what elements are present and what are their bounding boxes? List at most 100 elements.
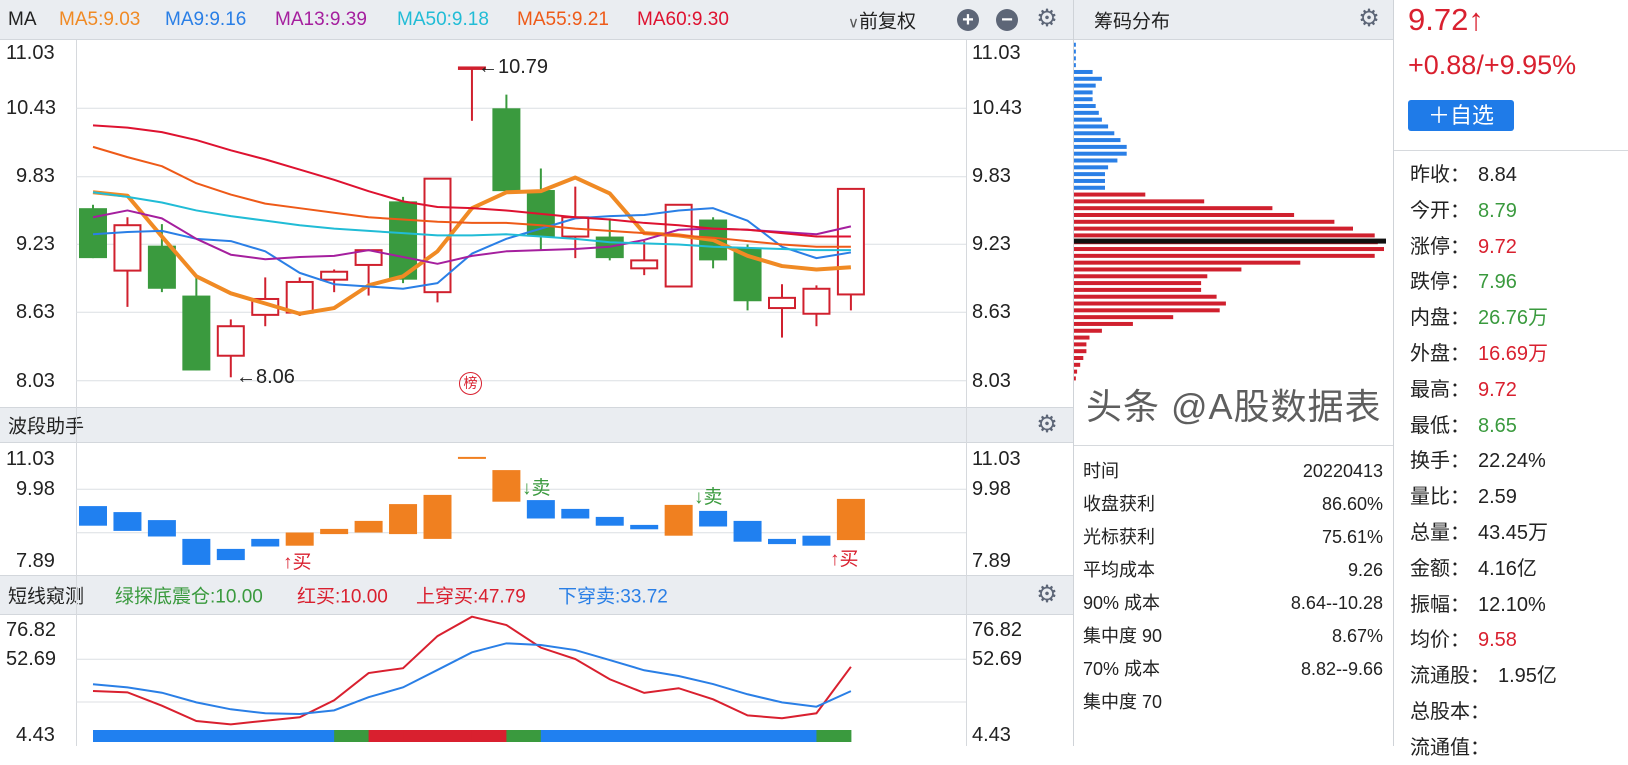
quote-value: 9.72: [1478, 378, 1517, 401]
chip-bar: [1074, 158, 1118, 163]
ma9-legend: MA9:9.16: [165, 8, 247, 30]
chip-bar: [1074, 83, 1096, 88]
buy-signal: ↑买: [830, 549, 859, 570]
state-bar-segment: [747, 730, 783, 742]
watermark: 头条 @A股数据表: [1086, 386, 1382, 427]
quote-value: 8.79: [1478, 199, 1517, 222]
wave-bar: [595, 516, 624, 526]
quote-label: 涨停：: [1410, 235, 1470, 258]
add-watchlist-button[interactable]: ＋自选: [1408, 100, 1514, 131]
quote-row: 昨收： 8.84: [1410, 158, 1517, 192]
chip-bar: [1074, 253, 1375, 258]
state-bar-segment: [230, 730, 266, 742]
chip-bar: [1074, 362, 1081, 367]
state-bar-segment: [403, 730, 438, 742]
quote-value: 9.58: [1478, 629, 1517, 652]
high-price-annotation: ←10.79: [478, 56, 549, 78]
quote-value: 8.84: [1478, 164, 1517, 186]
quote-value: 9.72: [1478, 235, 1517, 258]
gear-icon[interactable]: ⚙: [1036, 581, 1058, 608]
y-tick-right: 7.89: [972, 550, 1011, 572]
quote-label: 昨收：: [1410, 164, 1470, 186]
chip-bar: [1074, 356, 1084, 360]
ma-label: MA: [8, 8, 37, 30]
wave-bar: [492, 470, 521, 502]
candle-body: [836, 187, 865, 296]
wave-bar: [664, 504, 693, 536]
quote-row: 今开： 8.79: [1410, 194, 1517, 228]
quote-row: 振幅： 12.10%: [1410, 588, 1546, 622]
short-line: [92, 615, 852, 726]
adjust-dropdown[interactable]: ∨前复权: [848, 6, 916, 33]
minus-circle-icon[interactable]: −: [996, 9, 1018, 31]
chip-bar: [1074, 63, 1076, 68]
quote-row: 流通值：: [1410, 731, 1498, 765]
left-axis-border: [76, 40, 77, 746]
quote-value: 26.76万: [1478, 307, 1549, 330]
chip-bar: [1074, 315, 1174, 320]
quote-label: 最高：: [1410, 378, 1470, 401]
gear-icon[interactable]: ⚙: [1036, 5, 1058, 32]
chevron-down-icon: ∨: [848, 14, 859, 31]
candle-body: [492, 108, 521, 192]
plus-circle-icon[interactable]: +: [957, 9, 979, 31]
gear-icon[interactable]: ⚙: [1358, 5, 1380, 32]
y-tick-right: 11.03: [972, 42, 1021, 64]
chip-bar: [1074, 151, 1127, 156]
quote-row: 外盘： 16.69万: [1410, 337, 1548, 371]
ma-line-ma50: [92, 191, 851, 252]
chip-bar: [1074, 376, 1076, 381]
quote-value: 4.16亿: [1478, 557, 1537, 580]
chip-bar: [1074, 219, 1335, 224]
quote-row: 内盘： 26.76万: [1410, 301, 1548, 335]
chip-stat-label: 90% 成本: [1083, 593, 1161, 613]
gear-icon[interactable]: ⚙: [1036, 411, 1058, 438]
y-tick-right: 76.82: [972, 619, 1023, 641]
quote-label: 均价：: [1410, 629, 1470, 652]
state-bar-segment: [713, 730, 749, 742]
wave-bar: [768, 538, 796, 545]
ma13-legend: MA13:9.39: [275, 8, 367, 30]
chip-bar: [1074, 287, 1202, 292]
chip-stat-label: 平均成本: [1083, 560, 1155, 580]
legend-cross-down-sell: 下穿卖:33.72: [558, 586, 668, 608]
chip-bar: [1074, 124, 1109, 129]
chip-bar: [1074, 328, 1102, 333]
quote-value: 43.45万: [1478, 522, 1549, 544]
chip-bar: [1074, 117, 1102, 122]
quote-label: 跌停：: [1410, 271, 1470, 294]
wave-bar: [79, 506, 107, 526]
quote-label: 总量：: [1410, 522, 1470, 544]
y-tick-left: 7.89: [16, 550, 55, 572]
quote-row: 最高： 9.72: [1410, 373, 1517, 407]
chip-bar: [1074, 281, 1202, 286]
chart-canvas[interactable]: [0, 0, 1628, 746]
state-bar-segment: [506, 730, 542, 742]
state-bar-segment: [368, 730, 404, 742]
quote-value: 22.24%: [1478, 450, 1546, 473]
sell-signal: ↓卖: [694, 487, 723, 508]
ma50-legend: MA50:9.18: [397, 8, 489, 30]
state-bar-segment: [161, 730, 197, 742]
chip-stat-row: 光标获利 75.61%: [1083, 521, 1383, 554]
quote-row: 量比： 2.59: [1410, 480, 1517, 514]
quote-value: 2.59: [1478, 486, 1517, 509]
chip-bar: [1074, 49, 1076, 54]
wave-bar: [251, 538, 280, 547]
quote-value: 7.96: [1478, 271, 1517, 294]
state-bar-segment: [540, 730, 576, 742]
y-tick-left: 11.03: [6, 448, 55, 470]
chip-bar: [1074, 260, 1301, 265]
right-axis-border: [966, 40, 967, 746]
legend-red-buy: 红买:10.00: [297, 586, 388, 608]
wave-bar: [182, 538, 211, 565]
state-bar-segment: [334, 730, 370, 742]
state-bar-segment: [265, 730, 301, 742]
quote-row: 跌停： 7.96: [1410, 265, 1517, 299]
chip-bar: [1074, 274, 1208, 279]
rank-badge-icon[interactable]: 榜: [459, 372, 482, 395]
short-panel-header: 短线窥测 绿探底震仓:10.00 红买:10.00 上穿买:47.79 下穿卖:…: [0, 575, 1073, 615]
short-panel-title: 短线窥测: [8, 586, 85, 608]
chip-stat-value: 8.64--10.28: [1290, 593, 1383, 613]
y-tick-left: 8.03: [16, 370, 55, 392]
